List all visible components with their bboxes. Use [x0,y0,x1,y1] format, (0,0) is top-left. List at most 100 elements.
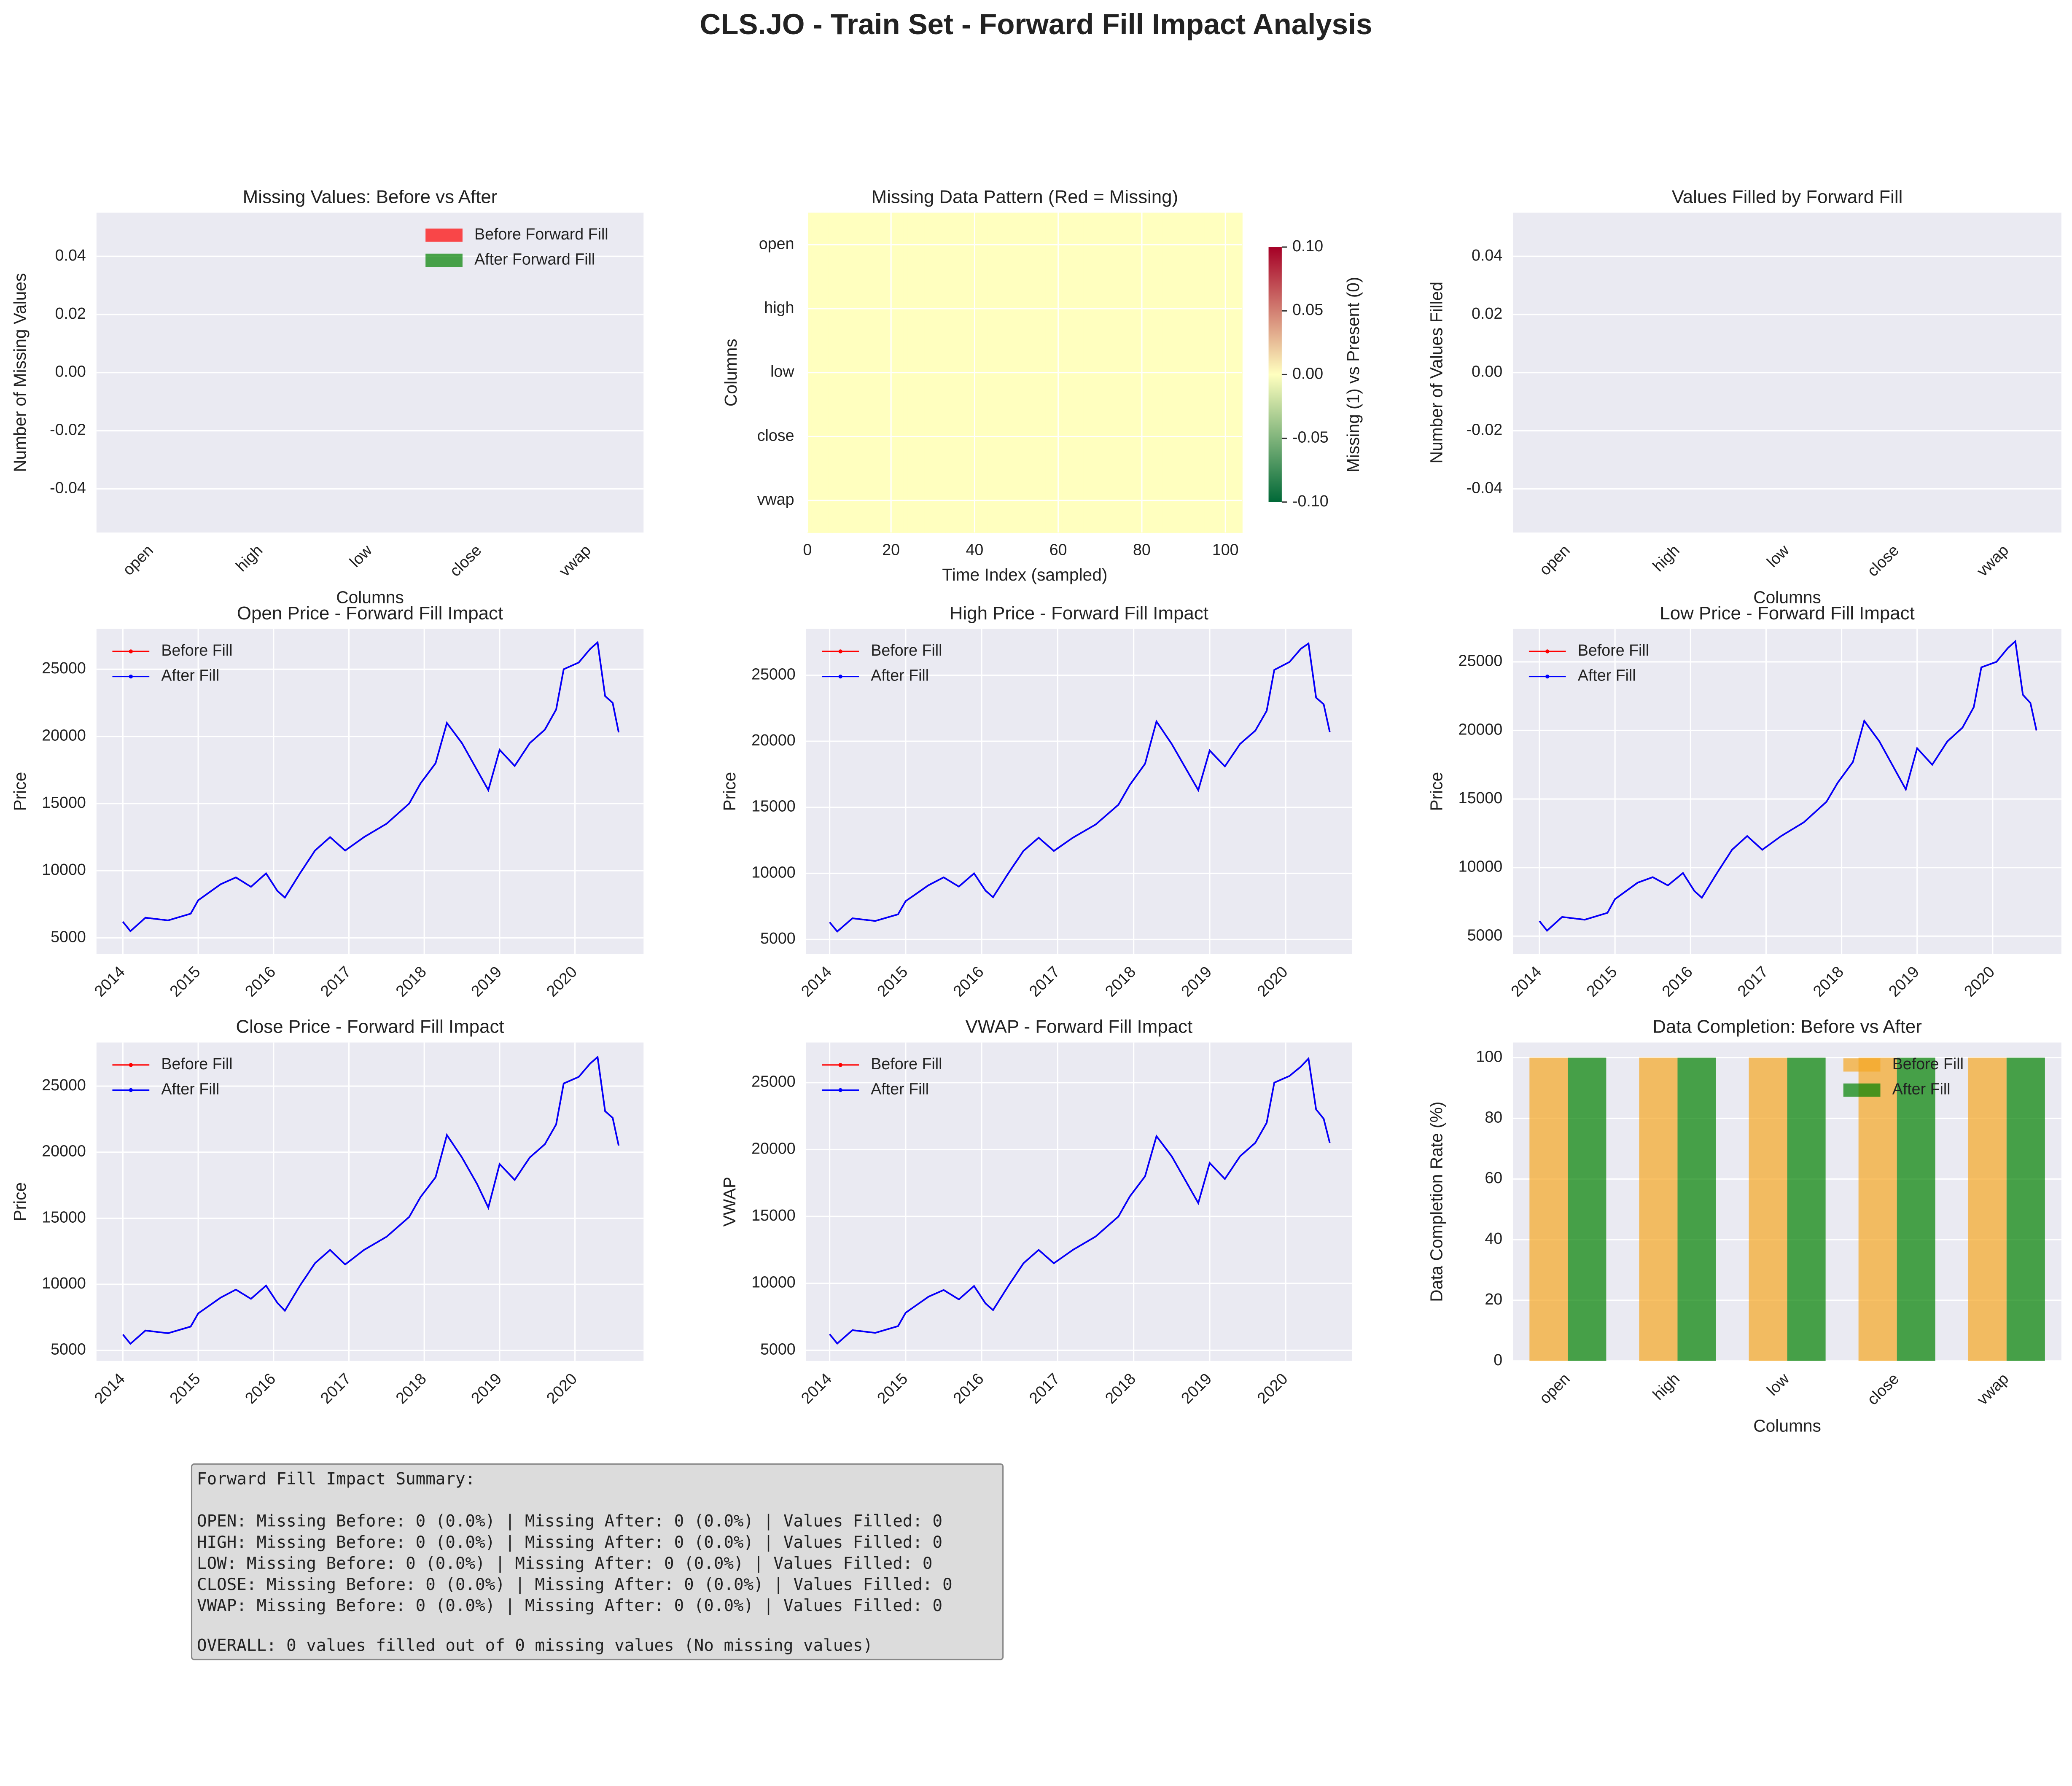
summary-title: Forward Fill Impact Summary: [197,1469,475,1488]
legend-marker [1545,649,1550,654]
y-tick-label: 10000 [1458,858,1503,875]
legend-swatch [425,229,463,242]
y-tick-label: 10000 [42,1274,86,1292]
summary-line: HIGH: Missing Before: 0 (0.0%) | Missing… [197,1533,942,1552]
x-tick-label: high [1649,1369,1683,1403]
legend-label: Before Fill [1892,1055,1964,1073]
plot-area [96,1042,644,1361]
summary-line: VWAP: Missing Before: 0 (0.0%) | Missing… [197,1596,942,1615]
x-tick-label: vwap [555,541,594,580]
legend-label: After Fill [871,666,929,684]
x-axis-label: Time Index (sampled) [942,565,1107,584]
y-tick-label: 15000 [42,1208,86,1226]
x-tick-label: 2019 [468,963,505,1000]
legend-marker [838,674,842,679]
y-axis-label: Number of Missing Values [10,273,30,472]
legend-label: After Forward Fill [474,250,595,268]
plot-area [1513,629,2061,954]
y-axis-label: Price [1426,772,1446,811]
legend-label: After Fill [161,666,219,684]
legend-marker [129,674,133,679]
y-tick-label: -0.02 [1467,421,1503,438]
y-tick-label: -0.04 [1467,479,1503,496]
x-tick-label: 2015 [874,963,911,1000]
legend-marker [838,1088,842,1092]
x-tick-label: 60 [1049,541,1067,559]
y-tick-label: 5000 [51,1340,86,1358]
bar [1897,1057,1935,1361]
x-tick-label: 0 [803,541,812,559]
x-tick-label: 2019 [1178,963,1215,1000]
y-axis-label: Price [720,772,739,811]
x-tick-label: 2016 [242,1369,279,1407]
x-axis-label: Columns [1753,1416,1821,1435]
y-axis-label: Price [10,1182,30,1221]
legend-label: Before Fill [1578,641,1649,659]
y-tick-label: 0.02 [55,304,86,322]
y-tick-label: 25000 [42,659,86,677]
bar [1787,1057,1826,1361]
x-tick-label: 2020 [543,1369,580,1407]
plot-area [806,1042,1352,1361]
x-tick-label: 2018 [1809,963,1847,1000]
y-tick-label: 10000 [42,861,86,878]
x-tick-label: 2020 [1254,1369,1291,1407]
bar [1677,1057,1716,1361]
y-axis-label: Columns [721,339,740,406]
figure-title: CLS.JO - Train Set - Forward Fill Impact… [700,8,1372,40]
summary-overall: OVERALL: 0 values filled out of 0 missin… [197,1636,873,1655]
legend-label: Before Fill [871,641,942,659]
legend-marker [838,649,842,654]
y-tick-label: 20000 [751,731,796,749]
x-tick-label: close [1864,1369,1902,1408]
x-tick-label: 100 [1212,541,1239,559]
x-tick-label: 2017 [1025,963,1063,1000]
x-tick-label: 2020 [1961,963,1998,1000]
y-tick-label: 0.04 [55,246,86,264]
colorbar-label: Missing (1) vs Present (0) [1343,277,1363,473]
x-tick-label: 2017 [1734,963,1771,1000]
y-tick-label: 20000 [751,1139,796,1157]
chart-title: Open Price - Forward Fill Impact [237,603,503,624]
x-tick-label: 2016 [1658,963,1696,1000]
x-tick-label: close [446,541,485,580]
y-axis-label: Number of Values Filled [1426,282,1446,464]
y-tick-label: 25000 [42,1076,86,1094]
y-tick-label: 40 [1485,1229,1502,1247]
x-tick-label: open [119,541,156,579]
legend-label: After Fill [161,1080,219,1097]
x-axis-label: Columns [1753,587,1821,607]
chart-title: Data Completion: Before vs After [1652,1017,1922,1037]
y-tick-label: -0.04 [50,479,86,496]
x-tick-label: 2015 [166,1369,204,1407]
x-tick-label: 2014 [797,963,835,1000]
y-tick-label: 10000 [751,1273,796,1291]
legend-swatch [1843,1058,1881,1072]
summary-box [191,1463,1004,1660]
y-tick-label: vwap [757,490,794,508]
x-tick-label: 40 [966,541,983,559]
legend-swatch [425,253,463,267]
bar [2006,1057,2045,1361]
x-tick-label: 2014 [1507,963,1545,1000]
x-tick-label: 2018 [392,1369,430,1407]
y-tick-label: 20000 [1458,720,1503,738]
x-tick-label: 2020 [543,963,580,1000]
chart-title: Values Filled by Forward Fill [1672,187,1903,207]
x-tick-label: 2015 [1583,963,1620,1000]
x-tick-label: low [1763,541,1793,570]
x-tick-label: 2014 [797,1369,835,1407]
y-tick-label: 0.04 [1472,246,1502,264]
x-tick-label: low [1763,1369,1793,1399]
x-tick-label: 2016 [950,963,987,1000]
x-tick-label: close [1864,541,1902,580]
y-tick-label: 0.00 [55,363,86,380]
colorbar-tick-label: -0.05 [1292,428,1329,446]
x-tick-label: 2016 [950,1369,987,1407]
legend-label: After Fill [871,1080,929,1097]
x-tick-label: 2017 [317,1369,354,1407]
chart-title: VWAP - Forward Fill Impact [966,1017,1193,1037]
y-tick-label: 60 [1485,1169,1502,1186]
x-tick-label: 2016 [242,963,279,1000]
